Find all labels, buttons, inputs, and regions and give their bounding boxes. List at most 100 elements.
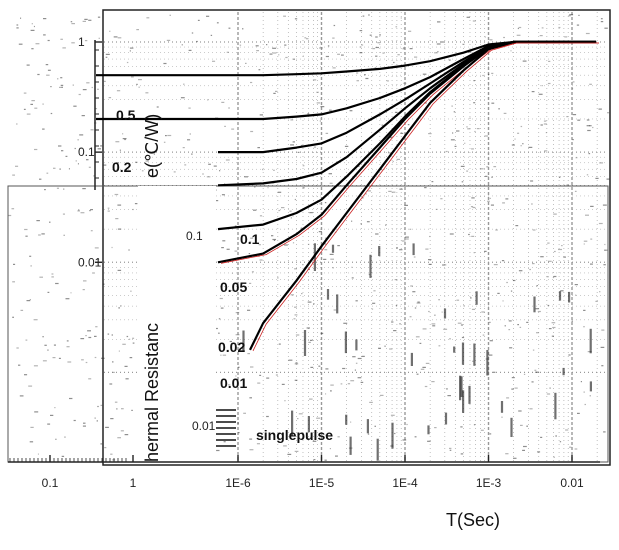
noise-speck — [208, 163, 211, 165]
noise-speck — [536, 285, 538, 287]
noise-streak — [589, 381, 592, 392]
noise-speck — [129, 50, 131, 52]
noise-speck — [51, 273, 54, 275]
noise-speck — [212, 60, 216, 62]
noise-speck — [347, 383, 351, 385]
series-line — [249, 40, 596, 351]
noise-streak — [461, 342, 465, 365]
noise-speck — [47, 69, 51, 71]
noise-speck — [493, 166, 497, 168]
noise-speck — [116, 408, 118, 410]
noise-speck — [422, 366, 426, 368]
noise-speck — [553, 213, 557, 215]
noise-speck — [51, 276, 54, 278]
series-line — [218, 40, 596, 154]
noise-speck — [333, 309, 337, 311]
noise-speck — [546, 393, 551, 395]
noise-speck — [547, 304, 550, 307]
noise-speck — [43, 34, 46, 36]
noise-speck — [553, 456, 555, 458]
noise-speck — [357, 377, 362, 379]
noise-speck — [167, 134, 172, 137]
noise-speck — [222, 344, 225, 346]
noise-speck — [422, 328, 427, 330]
noise-streak — [378, 246, 381, 257]
noise-speck — [257, 382, 261, 384]
noise-speck — [531, 203, 533, 205]
noise-speck — [333, 24, 336, 27]
noise-speck — [374, 425, 376, 427]
noise-speck — [80, 338, 85, 340]
noise-speck — [466, 16, 470, 18]
noise-speck — [359, 30, 363, 32]
noise-speck — [600, 21, 604, 23]
noise-speck — [47, 349, 49, 351]
noise-speck — [84, 40, 88, 42]
noise-speck — [39, 276, 43, 278]
noise-speck — [351, 266, 353, 268]
noise-speck — [97, 16, 101, 18]
noise-speck — [302, 165, 305, 167]
noise-speck — [518, 270, 523, 272]
noise-speck — [12, 174, 15, 176]
noise-speck — [245, 62, 247, 64]
noise-speck — [306, 327, 310, 329]
noise-speck — [35, 43, 40, 45]
y-ticks: 1 0.1 0.01 — [78, 35, 102, 269]
noise-speck — [138, 86, 140, 88]
noise-speck — [535, 308, 539, 310]
noise-speck — [583, 326, 585, 328]
noise-speck — [97, 405, 99, 408]
noise-speck — [344, 145, 349, 147]
noise-speck — [79, 147, 82, 149]
series-label: singlepulse — [256, 427, 333, 443]
noise-streak — [460, 376, 463, 397]
noise-speck — [572, 114, 577, 116]
noise-speck — [107, 210, 110, 212]
noise-speck — [520, 145, 522, 147]
noise-speck — [100, 443, 103, 445]
noise-speck — [543, 123, 547, 125]
noise-speck — [191, 32, 194, 34]
noise-speck — [539, 35, 543, 37]
noise-speck — [585, 214, 589, 216]
noise-speck — [249, 282, 252, 284]
series-curves — [96, 40, 599, 352]
noise-speck — [34, 107, 38, 109]
noise-speck — [572, 81, 575, 83]
noise-speck — [89, 210, 91, 212]
noise-speck — [316, 91, 319, 93]
noise-speck — [313, 146, 316, 148]
noise-speck — [501, 416, 503, 418]
noise-speck — [375, 233, 379, 235]
noise-streak — [331, 244, 335, 253]
noise-speck — [337, 53, 340, 55]
noise-speck — [18, 43, 23, 45]
noise-speck — [359, 46, 362, 48]
noise-speck — [60, 84, 64, 86]
noise-speck — [337, 436, 340, 438]
noise-speck — [526, 425, 528, 427]
noise-speck — [377, 42, 381, 44]
noise-speck — [266, 44, 268, 46]
noise-speck — [504, 325, 506, 327]
noise-speck — [472, 206, 476, 209]
noise-speck — [487, 73, 490, 75]
noise-speck — [601, 329, 605, 331]
noise-speck — [502, 202, 505, 204]
series-label: 0.5 — [116, 107, 136, 123]
noise-speck — [132, 342, 135, 344]
noise-speck — [20, 17, 22, 19]
noise-speck — [448, 59, 451, 61]
noise-speck — [360, 381, 364, 383]
noise-streak — [307, 416, 310, 433]
noise-speck — [384, 345, 386, 347]
noise-speck — [357, 357, 362, 360]
noise-speck — [583, 309, 586, 311]
noise-speck — [88, 19, 92, 21]
noise-speck — [531, 381, 534, 383]
noise-speck — [359, 52, 363, 54]
noise-speck — [566, 116, 569, 118]
noise-speck — [290, 217, 292, 219]
noise-speck — [470, 297, 472, 299]
